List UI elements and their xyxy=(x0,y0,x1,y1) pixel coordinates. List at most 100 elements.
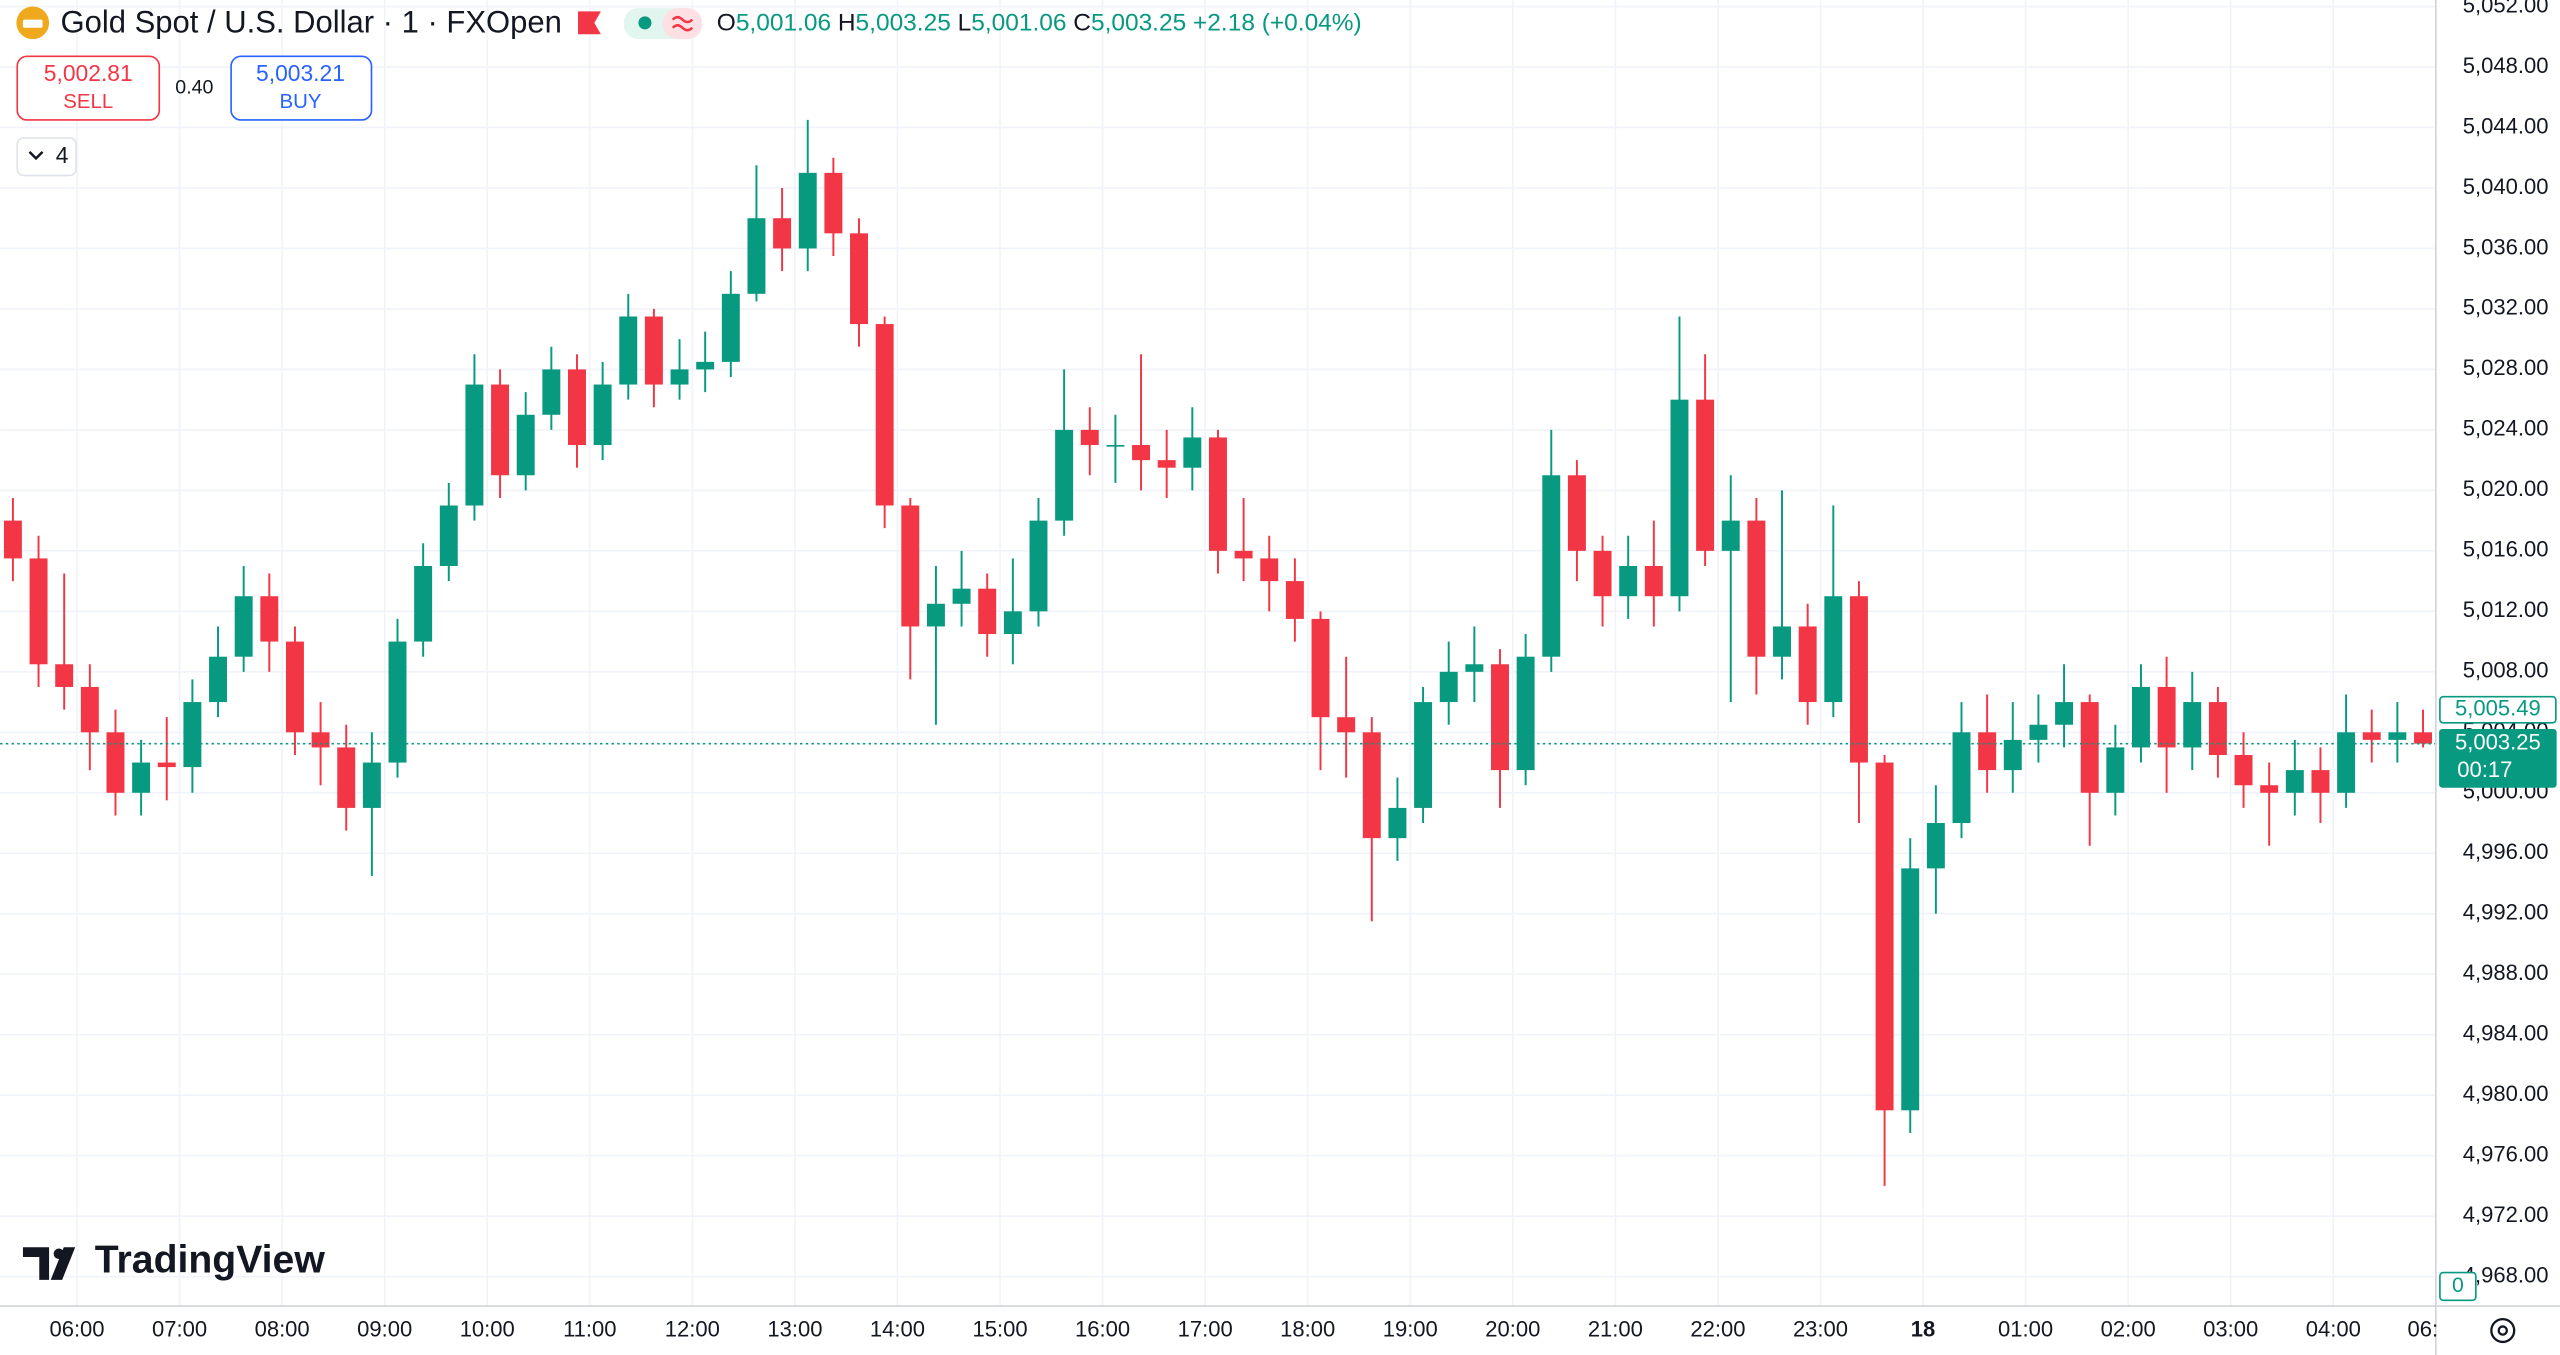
candle-body xyxy=(1183,437,1202,468)
candle-body xyxy=(1132,445,1151,461)
candle-body xyxy=(1978,732,1997,771)
candle-body xyxy=(850,233,868,325)
indicators-toggle[interactable] xyxy=(16,137,77,177)
candle-body xyxy=(568,369,586,446)
candle-body xyxy=(106,732,125,793)
x-tick-label: 12:00 xyxy=(665,1316,720,1341)
x-tick-label: 08:00 xyxy=(255,1316,310,1341)
ohlc-label: O xyxy=(717,10,736,37)
candle-body xyxy=(1516,656,1535,771)
candle-body xyxy=(1285,581,1304,619)
candle-body xyxy=(29,558,48,665)
candle-body xyxy=(1414,702,1433,808)
candle-body xyxy=(1388,807,1407,839)
candle-body xyxy=(619,316,638,385)
settings-icon-center xyxy=(2497,1325,2508,1336)
ohlc-value: 5,003.25 xyxy=(856,10,951,37)
candle-body xyxy=(414,565,433,642)
candle-body xyxy=(1465,664,1484,672)
candle-body xyxy=(1260,558,1279,582)
candle-body xyxy=(362,762,381,808)
candle-body xyxy=(1055,429,1074,521)
x-tick-label: 16:00 xyxy=(1075,1316,1130,1341)
candle-body xyxy=(1952,732,1971,824)
candle-body xyxy=(1491,664,1509,771)
candle-body xyxy=(798,172,817,249)
candle-body xyxy=(2234,754,2253,786)
x-tick-label: 17:00 xyxy=(1178,1316,1233,1341)
x-tick-label: 19:00 xyxy=(1383,1316,1438,1341)
candle-body xyxy=(1593,550,1612,597)
candle-body xyxy=(2362,732,2381,740)
candle-body xyxy=(285,641,304,733)
y-tick-label: 4,980.00 xyxy=(2463,1081,2549,1106)
x-tick-label: 03:00 xyxy=(2203,1316,2258,1341)
buy-price: 5,003.21 xyxy=(256,60,345,86)
plot xyxy=(0,119,2436,1186)
candle-body xyxy=(978,588,997,635)
symbol-title: Gold Spot / U.S. Dollar · 1 · FXOpen xyxy=(61,5,562,40)
candle-body xyxy=(1311,618,1330,718)
volume-label: 0 xyxy=(2452,1274,2464,1297)
indicators-count: 4 xyxy=(56,142,69,168)
candle-body xyxy=(1773,626,1792,657)
delay-icon xyxy=(671,15,694,32)
brand-logo-dot xyxy=(53,1248,65,1260)
candle-body xyxy=(1721,520,1740,551)
candle-body xyxy=(2260,785,2279,793)
y-tick-label: 4,972.00 xyxy=(2463,1202,2549,1227)
axes: 4,968.00 4,972.00 4,976.00 4,980.00 4,984.00… xyxy=(49,0,2557,1341)
symbol-icon-bar xyxy=(22,19,43,28)
candle-body xyxy=(1875,762,1894,1111)
settings-icon[interactable] xyxy=(2490,1317,2516,1344)
spread: 0.40 xyxy=(175,76,213,98)
candle-body xyxy=(926,603,945,627)
x-tick-label: 09:00 xyxy=(357,1316,412,1341)
x-tick-label: 18:00 xyxy=(1280,1316,1335,1341)
x-tick-label: 10:00 xyxy=(460,1316,515,1341)
x-tick-label: 06:00 xyxy=(49,1316,104,1341)
last-price-label: 5,003.25 xyxy=(2455,729,2541,754)
candle-body xyxy=(1080,429,1099,446)
buy-button[interactable] xyxy=(230,55,373,121)
status-pill-right xyxy=(662,8,703,40)
candle-body xyxy=(1747,520,1766,657)
marker-price-label: 5,005.49 xyxy=(2455,696,2541,721)
candle-body xyxy=(491,384,510,476)
candle-body xyxy=(1670,399,1689,597)
marker-price-box xyxy=(2439,695,2557,724)
x-tick-label: 04:00 xyxy=(2306,1316,2361,1341)
change: +2.18 (+0.04%) xyxy=(1193,10,1362,37)
sell-button[interactable] xyxy=(16,55,161,121)
candle-body xyxy=(1926,823,1945,869)
ohlc-value: 5,001.06 xyxy=(736,10,831,37)
x-tick-label: 18 xyxy=(1911,1316,1935,1341)
candle-body xyxy=(337,747,356,808)
candle-body xyxy=(183,702,202,768)
candle-body xyxy=(80,686,99,733)
y-tick-label: 5,016.00 xyxy=(2463,537,2549,562)
candle-body xyxy=(1106,445,1125,447)
candle-body xyxy=(2106,747,2125,793)
candle-body xyxy=(696,361,715,370)
chevron xyxy=(28,150,44,161)
candle-body xyxy=(1824,596,1843,703)
candle-body xyxy=(132,762,151,793)
candle-body xyxy=(2003,739,2022,771)
y-tick-label: 5,024.00 xyxy=(2463,416,2549,441)
candle-body xyxy=(2055,702,2074,725)
candle-body xyxy=(260,596,279,642)
candle-body xyxy=(209,656,228,703)
candle-body xyxy=(388,641,407,763)
x-tick-label: 13:00 xyxy=(767,1316,822,1341)
last-price-box xyxy=(2439,728,2557,788)
candle-body xyxy=(2080,702,2099,793)
y-tick-label: 4,968.00 xyxy=(2463,1262,2549,1287)
y-tick-label: 5,040.00 xyxy=(2463,174,2549,199)
candle-body xyxy=(1696,399,1715,551)
candle-body xyxy=(1542,475,1561,657)
y-tick-label: 5,036.00 xyxy=(2463,234,2549,259)
y-tick-label: 5,012.00 xyxy=(2463,597,2549,622)
candle-body xyxy=(1798,626,1817,703)
